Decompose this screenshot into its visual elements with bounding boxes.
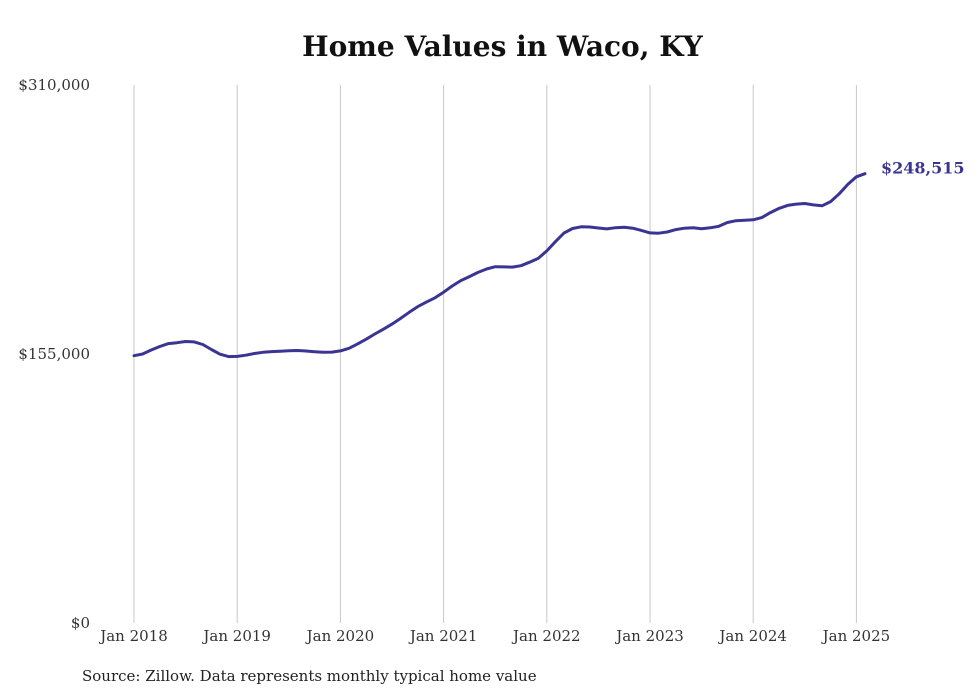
x-tick-label: Jan 2021 <box>408 627 478 645</box>
x-tick-label: Jan 2023 <box>614 627 684 645</box>
series-line <box>132 172 867 359</box>
x-tick-label: Jan 2019 <box>201 627 271 645</box>
end-value-label: $248,515 <box>881 159 965 178</box>
y-tick-label: $310,000 <box>18 76 90 94</box>
x-tick-label: Jan 2022 <box>511 627 581 645</box>
chart-title: Home Values in Waco, KY <box>302 30 703 63</box>
y-tick-label: $155,000 <box>18 345 90 363</box>
x-tick-label: Jan 2020 <box>305 627 375 645</box>
y-tick-label: $0 <box>71 614 90 632</box>
x-tick-label: Jan 2025 <box>821 627 891 645</box>
source-note: Source: Zillow. Data represents monthly … <box>82 667 537 685</box>
x-tick-label: Jan 2018 <box>98 627 168 645</box>
x-tick-label: Jan 2024 <box>717 627 787 645</box>
